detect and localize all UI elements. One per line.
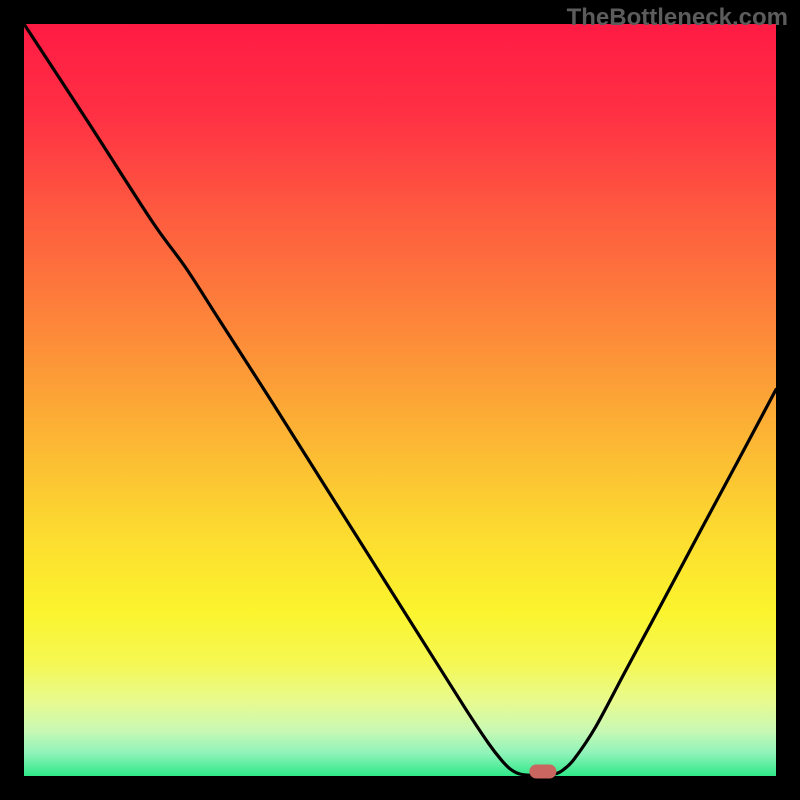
watermark-text: TheBottleneck.com xyxy=(567,4,788,32)
bottleneck-chart xyxy=(0,0,800,800)
optimal-point-marker xyxy=(529,764,556,778)
gradient-background xyxy=(24,24,776,776)
